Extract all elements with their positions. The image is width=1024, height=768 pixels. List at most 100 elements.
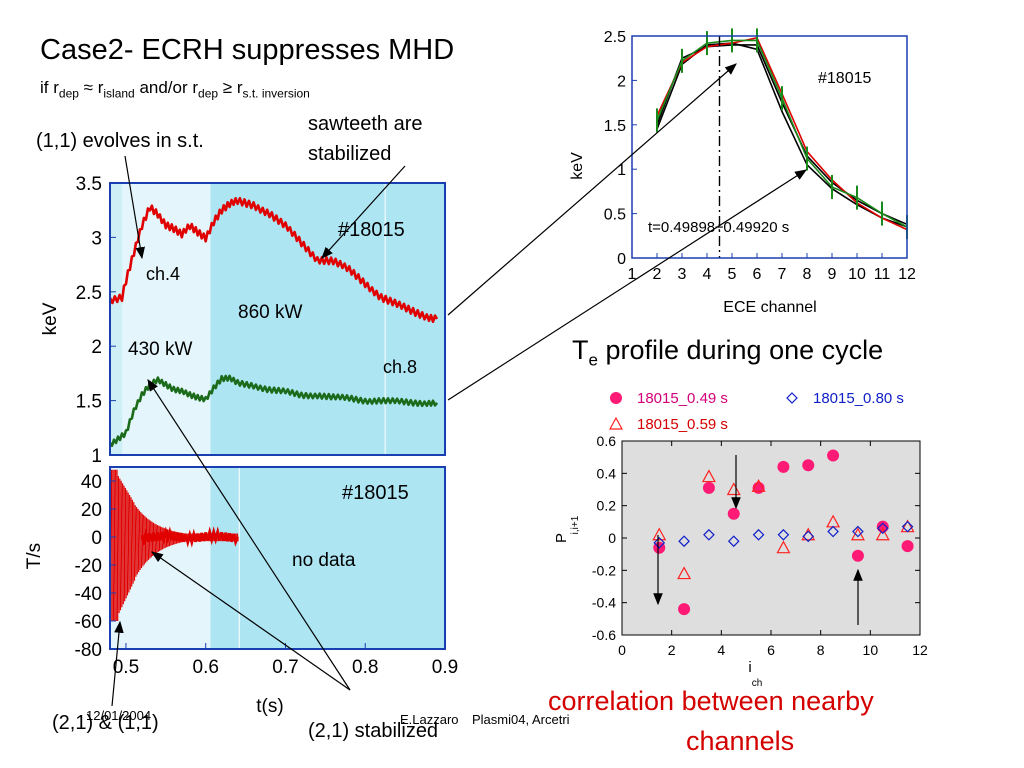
footer-date: 12/01/2004 — [86, 708, 152, 723]
profile-xtick-label: 4 — [703, 266, 712, 283]
corr-legend-marker — [786, 392, 798, 404]
corr-xtick-label: 6 — [767, 642, 775, 658]
corr-ytick-label: 0.6 — [597, 433, 617, 449]
corr-panel-background — [622, 441, 920, 635]
mhd-xtick-label: 0.5 — [113, 657, 139, 678]
mhd-xtick-label: 0.6 — [193, 657, 219, 678]
profile-ytick-label: 2.5 — [604, 29, 626, 46]
te-ytick-label: 2.5 — [76, 283, 102, 304]
profile-xtick-label: 2 — [653, 266, 662, 283]
te-label-860kw: 860 kW — [238, 302, 302, 323]
correlation-caption-1: correlation between nearby — [548, 686, 874, 716]
correlation-caption-2: channels — [686, 726, 795, 756]
corr-point-circle — [777, 460, 790, 473]
corr-point-diamond — [802, 530, 815, 543]
corr-legend-label: 18015_0.49 s — [637, 390, 728, 407]
corr-point-circle — [901, 540, 914, 553]
corr-legend-marker — [608, 416, 624, 430]
mhd-ytick-label: 40 — [81, 472, 102, 493]
profile-ytick-label: 1.5 — [604, 118, 626, 135]
profile-xtick-label: 5 — [728, 266, 737, 283]
annotation-bottom-mid: (2,1) stabilized — [308, 720, 439, 742]
corr-xtick-label: 0 — [618, 642, 626, 658]
corr-ytick-label: -0.4 — [592, 595, 616, 611]
profile-xtick-label: 11 — [874, 266, 891, 283]
corr-point-triangle — [751, 479, 766, 492]
profile-ytick-label: 0 — [617, 251, 626, 268]
profile-ytick-label: 1 — [617, 162, 626, 179]
mhd-label-nodata: no data — [292, 550, 356, 571]
corr-xtick-label: 4 — [717, 642, 725, 658]
profile-title: Te profile during one cycle — [572, 335, 884, 370]
corr-point-circle — [727, 507, 740, 520]
te-ylabel: keV — [40, 302, 61, 335]
mhd-ytick-label: -20 — [75, 556, 102, 577]
profile-ytick-label: 0.5 — [604, 207, 626, 224]
corr-point-circle — [702, 481, 715, 494]
corr-point-diamond — [703, 528, 715, 541]
profile-xtick-label: 3 — [678, 266, 687, 283]
footer-author: E.Lazzaro — [400, 712, 459, 727]
corr-point-circle — [827, 449, 840, 462]
te-label-ch8: ch.8 — [383, 357, 417, 377]
corr-point-triangle — [652, 527, 667, 541]
corr-point-diamond — [901, 520, 914, 533]
corr-point-circle — [851, 549, 864, 562]
arrow-to-profile-peak — [447, 63, 737, 316]
arrow-sawteeth — [321, 165, 406, 259]
corr-ytick-label: -0.2 — [592, 562, 616, 578]
mhd-panel-frame — [109, 466, 446, 650]
corr-point-circle — [678, 603, 691, 616]
mhd-series-baseline — [140, 526, 239, 548]
footer-venue: Plasmi04, Arcetri — [472, 712, 570, 727]
slide-subtitle: if rdep ≈ risland and/or rdep ≥ rs.t. in… — [40, 78, 310, 101]
annotation-sawteeth-2: stabilized — [308, 143, 392, 165]
profile-xtick-label: 7 — [778, 266, 787, 283]
profile-time-label: t=0.49898÷0.49920 s — [648, 219, 789, 236]
profile-xtick-label: 8 — [803, 266, 812, 283]
profile-xtick-label: 9 — [828, 266, 837, 283]
profile-shot-label: #18015 — [818, 70, 871, 87]
mhd-shot-label: #18015 — [342, 482, 409, 504]
profile-panel-frame — [631, 35, 908, 259]
corr-point-triangle — [701, 469, 716, 483]
corr-xlabel: i — [748, 659, 751, 676]
corr-point-diamond — [876, 522, 889, 535]
corr-ylabel: P — [553, 533, 570, 543]
corr-ytick-label: 0.2 — [597, 498, 617, 514]
te-ytick-label: 1.5 — [76, 392, 102, 413]
corr-point-diamond — [727, 535, 740, 548]
corr-ytick-label: -0.6 — [592, 627, 616, 643]
corr-ytick-label: 0.4 — [597, 465, 617, 481]
arrow-to-profile-tail — [447, 169, 808, 401]
slide-title: Case2- ECRH suppresses MHD — [40, 34, 455, 66]
mhd-xtick-label: 0.8 — [352, 657, 378, 678]
te-series-ch8 — [108, 374, 439, 447]
corr-xtick-label: 12 — [912, 642, 928, 658]
mhd-xtick-label: 0.9 — [432, 657, 458, 678]
corr-point-diamond — [653, 537, 666, 549]
corr-point-triangle — [677, 566, 692, 580]
corr-point-circle — [802, 459, 815, 472]
profile-ytick-label: 2 — [617, 73, 626, 90]
mhd-ytick-label: -60 — [75, 612, 102, 633]
profile-xtick-label: 6 — [753, 266, 762, 283]
te-shot-label: #18015 — [338, 219, 405, 241]
corr-ytick-label: 0 — [608, 530, 616, 546]
te-panel-frame — [109, 182, 446, 456]
corr-legend-marker — [610, 392, 622, 404]
annotation-evolves: (1,1) evolves in s.t. — [36, 130, 204, 152]
corr-xtick-label: 8 — [817, 642, 825, 658]
corr-point-triangle — [875, 527, 890, 541]
mhd-xtick-label: 0.7 — [272, 657, 298, 678]
arrow-stabilized-mhd — [151, 551, 351, 691]
mhd-xlabel: t(s) — [256, 696, 283, 717]
te-label-430kw: 430 kW — [128, 339, 192, 360]
te-label-ch4: ch.4 — [146, 264, 180, 284]
mhd-heating-window-860kw — [210, 467, 445, 649]
te-ytick-label: 3 — [91, 228, 102, 249]
corr-point-diamond — [827, 525, 839, 538]
mhd-ytick-label: 20 — [81, 500, 102, 521]
profile-ylabel: keV — [569, 152, 586, 180]
